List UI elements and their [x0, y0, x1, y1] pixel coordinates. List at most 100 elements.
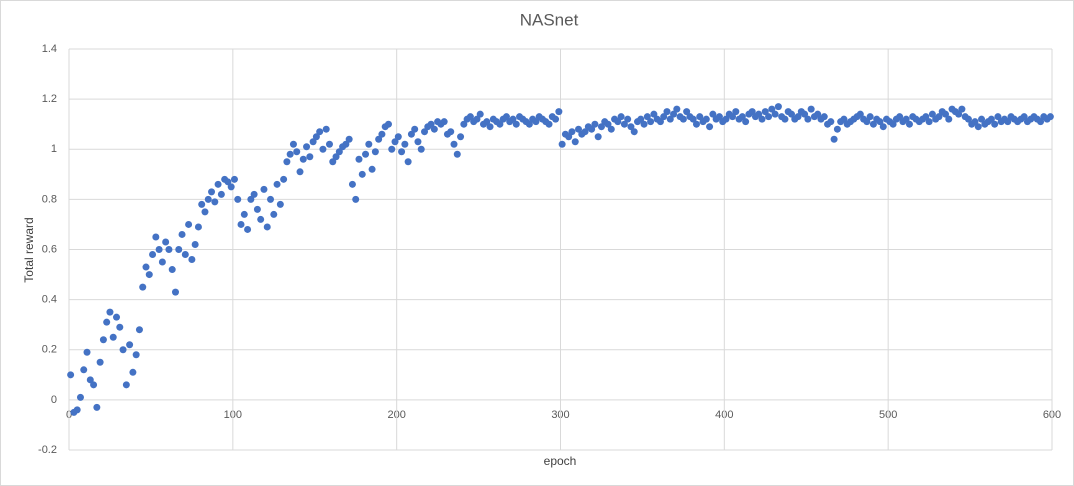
point — [230, 175, 238, 183]
point — [922, 113, 930, 121]
point — [165, 246, 173, 253]
point — [856, 110, 864, 118]
point — [987, 115, 995, 123]
point — [283, 158, 291, 166]
point — [692, 120, 700, 128]
point — [617, 113, 625, 121]
point — [312, 133, 320, 141]
point — [375, 135, 383, 143]
point — [801, 110, 809, 118]
point — [289, 140, 297, 148]
point — [738, 113, 746, 121]
point — [709, 110, 717, 118]
point — [581, 128, 589, 136]
point — [244, 225, 252, 233]
point — [902, 115, 910, 123]
point — [660, 113, 668, 121]
point — [155, 246, 163, 253]
point — [781, 115, 789, 123]
point — [486, 123, 494, 131]
point — [827, 118, 835, 126]
point — [571, 138, 579, 146]
point — [466, 113, 474, 121]
point — [234, 195, 242, 203]
point — [342, 140, 350, 148]
point — [460, 120, 468, 128]
point — [139, 283, 147, 291]
point — [558, 140, 566, 148]
point — [565, 133, 573, 141]
y-tick-label: 0.4 — [42, 294, 57, 306]
point — [388, 145, 396, 153]
point — [729, 113, 737, 121]
point — [116, 323, 124, 331]
point — [201, 208, 209, 216]
point — [483, 118, 491, 126]
point — [706, 123, 714, 131]
point — [807, 105, 815, 113]
point — [293, 148, 301, 156]
point — [974, 123, 982, 131]
point — [303, 143, 311, 151]
point — [398, 148, 406, 156]
point — [113, 313, 121, 321]
point — [188, 256, 196, 264]
point — [103, 318, 111, 326]
point — [204, 195, 212, 203]
point — [99, 336, 107, 344]
y-tick-label: 1.2 — [42, 93, 57, 105]
point — [149, 251, 157, 259]
point — [152, 233, 160, 241]
point — [132, 351, 140, 359]
y-tick-label: 1 — [51, 143, 57, 155]
point — [683, 108, 691, 116]
point — [348, 180, 356, 188]
y-axis-title: Total reward — [22, 217, 36, 282]
point — [430, 125, 438, 133]
point — [83, 348, 91, 356]
point — [958, 105, 966, 113]
point — [185, 220, 193, 228]
point — [299, 155, 307, 163]
point — [509, 115, 517, 123]
point — [722, 115, 730, 123]
point — [247, 195, 255, 203]
point — [250, 190, 258, 198]
point — [240, 210, 248, 218]
point — [96, 358, 104, 366]
point — [670, 110, 678, 118]
point — [276, 200, 284, 208]
point — [627, 123, 635, 131]
point — [666, 115, 674, 123]
point — [119, 346, 127, 354]
point — [427, 120, 435, 128]
point — [368, 165, 376, 173]
point — [545, 120, 553, 128]
point — [876, 118, 884, 126]
point — [421, 128, 429, 136]
point — [378, 130, 386, 138]
point — [171, 288, 179, 296]
point — [453, 150, 461, 158]
point — [306, 153, 314, 161]
point — [942, 110, 950, 118]
y-tick-label: 0.2 — [42, 344, 57, 356]
point — [76, 393, 84, 401]
point — [280, 175, 288, 183]
point — [457, 133, 465, 141]
point — [211, 198, 219, 206]
point — [198, 200, 206, 208]
point — [384, 120, 392, 128]
point — [532, 118, 540, 126]
point — [935, 113, 943, 121]
point — [401, 140, 409, 148]
point — [896, 113, 904, 121]
point — [588, 125, 596, 133]
point — [794, 113, 802, 121]
point — [1037, 118, 1045, 126]
point — [365, 140, 373, 148]
point — [679, 115, 687, 123]
point — [663, 108, 671, 116]
point — [257, 215, 265, 223]
